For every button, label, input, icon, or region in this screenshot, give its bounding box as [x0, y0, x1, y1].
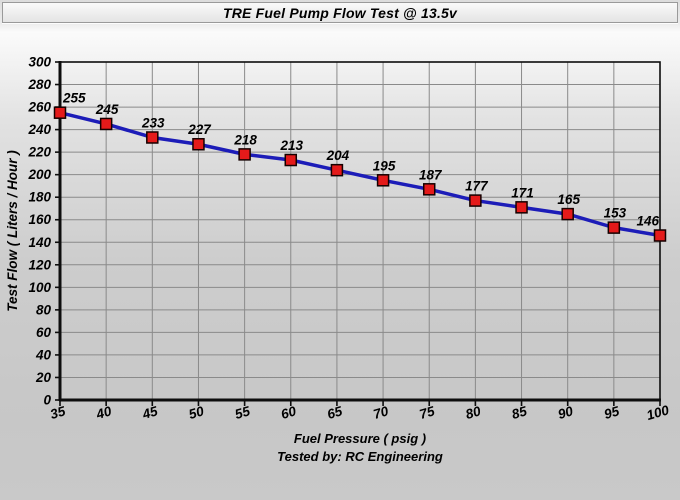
y-tick-label: 0	[43, 393, 51, 408]
data-point-label: 195	[373, 158, 396, 173]
data-point-label: 245	[95, 102, 119, 117]
y-tick-label: 80	[36, 302, 52, 317]
x-tick-label: 60	[279, 403, 298, 422]
x-tick-label: 95	[602, 403, 621, 422]
x-tick-label: 100	[645, 402, 671, 423]
x-tick-label: 40	[94, 403, 114, 422]
y-tick-label: 40	[35, 347, 52, 362]
data-point-label: 146	[636, 214, 659, 229]
y-tick-label: 180	[28, 190, 51, 205]
x-tick-label: 70	[372, 403, 391, 422]
x-tick-label: 50	[187, 403, 206, 422]
data-point-marker	[330, 163, 344, 177]
data-point-label: 177	[465, 179, 489, 194]
y-tick-label: 280	[27, 77, 51, 92]
data-point-label: 233	[141, 115, 165, 130]
y-axis-title: Test Flow ( Liters / Hour )	[5, 150, 20, 312]
x-tick-label: 35	[48, 403, 67, 422]
data-point-label: 171	[511, 185, 534, 200]
data-point-marker	[469, 194, 482, 207]
y-tick-label: 20	[35, 370, 52, 385]
x-axis-title: Fuel Pressure ( psig )	[293, 431, 427, 446]
y-tick-label: 220	[27, 145, 51, 160]
data-point-marker	[561, 207, 574, 221]
x-tick-label: 65	[325, 403, 344, 422]
data-point-label: 227	[187, 122, 212, 137]
y-tick-label: 160	[28, 212, 51, 227]
data-point-marker	[653, 229, 667, 242]
y-tick-label: 260	[27, 100, 51, 115]
data-point-marker	[192, 137, 205, 151]
plot-border	[59, 61, 661, 401]
data-point-marker	[146, 131, 159, 144]
flow-line	[59, 110, 661, 238]
tested-by-annotation: Tested by: RC Engineering	[277, 449, 443, 464]
y-tick-label: 140	[28, 235, 51, 250]
x-tick-label: 55	[233, 403, 252, 422]
data-point-label: 204	[326, 148, 350, 163]
chart-title: TRE Fuel Pump Flow Test @ 13.5v	[222, 4, 458, 21]
y-tick-label: 100	[28, 280, 51, 295]
data-point-marker	[607, 221, 621, 234]
y-tick-label: 240	[27, 122, 51, 137]
x-tick-label: 80	[464, 403, 483, 422]
data-point-label: 218	[233, 132, 257, 147]
data-point-marker	[238, 148, 251, 161]
data-point-label: 187	[419, 167, 443, 182]
data-point-marker	[515, 201, 528, 214]
data-point-label: 213	[280, 138, 304, 153]
y-tick-label: 200	[27, 167, 51, 182]
data-point-marker	[53, 106, 67, 119]
x-tick-label: 85	[510, 403, 529, 422]
data-point-label: 165	[557, 192, 580, 207]
x-tick-label: 90	[556, 403, 575, 422]
data-point-marker	[422, 183, 436, 196]
y-tick-label: 60	[36, 325, 52, 340]
data-point-marker	[99, 117, 113, 131]
data-point-label: 255	[62, 91, 86, 106]
chart-footer: Fuel Pressure ( psig ) Tested by: RC Eng…	[60, 430, 660, 466]
data-point-label: 153	[604, 206, 627, 221]
y-tick-label: 120	[28, 257, 51, 272]
y-tick-label: 300	[28, 55, 51, 70]
x-tick-label: 45	[140, 403, 160, 422]
data-point-marker	[376, 174, 390, 187]
data-point-marker	[284, 153, 298, 167]
x-tick-label: 75	[418, 403, 437, 422]
chart-title-bar: TRE Fuel Pump Flow Test @ 13.5v	[2, 2, 678, 23]
